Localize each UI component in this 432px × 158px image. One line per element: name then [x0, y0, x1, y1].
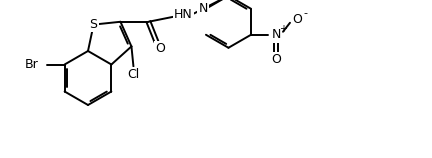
- Text: -: -: [303, 8, 307, 18]
- Text: S: S: [89, 18, 98, 31]
- Text: N: N: [271, 28, 281, 41]
- Text: Br: Br: [25, 58, 38, 71]
- Text: O: O: [271, 53, 281, 66]
- Text: O: O: [156, 42, 165, 55]
- Text: N: N: [198, 2, 208, 15]
- Text: Cl: Cl: [127, 68, 140, 81]
- Text: +: +: [279, 24, 287, 34]
- Text: HN: HN: [174, 8, 193, 21]
- Text: O: O: [292, 13, 302, 26]
